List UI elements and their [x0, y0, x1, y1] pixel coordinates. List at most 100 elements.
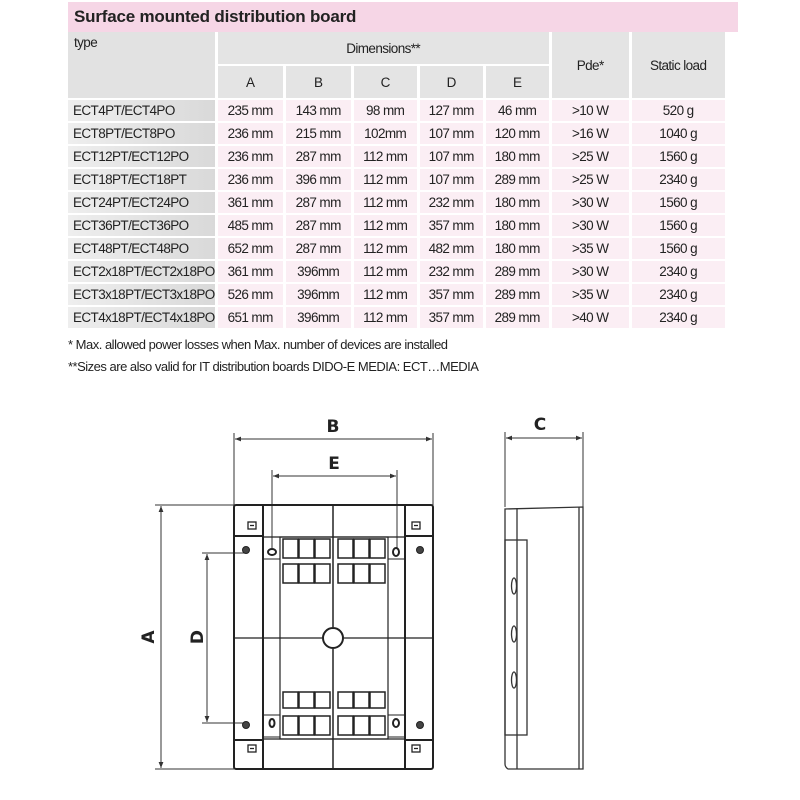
module-slot	[282, 538, 299, 559]
value-cell: 1560 g	[630, 237, 728, 261]
value-cell: 287 mm	[284, 191, 354, 215]
module-slot	[298, 538, 315, 559]
module-slot	[314, 538, 331, 559]
module-slot	[369, 563, 386, 584]
type-cell: ECT2x18PT/ECT2x18PO	[68, 260, 218, 284]
value-cell: 180 mm	[484, 214, 552, 238]
value-cell: 112 mm	[352, 191, 420, 215]
value-cell: 396mm	[284, 283, 354, 307]
value-cell: 482 mm	[418, 237, 486, 261]
table-row: ECT12PT/ECT12PO 236 mm 287 mm 112 mm 107 mm 1…	[68, 145, 728, 169]
table-row: ECT2x18PT/ECT2x18PO 361 mm 396mm 112 mm 232 …	[68, 260, 728, 284]
board-front-view	[233, 504, 434, 770]
value-cell: 289 mm	[484, 306, 552, 330]
mounting-hole-icon	[242, 721, 250, 729]
value-cell: 232 mm	[418, 260, 486, 284]
value-cell: >35 W	[550, 237, 632, 261]
value-cell: 520 g	[630, 99, 728, 123]
value-cell: 396 mm	[284, 168, 354, 192]
pde-header: Pde*	[550, 32, 632, 100]
value-cell: 236 mm	[216, 168, 286, 192]
value-cell: >16 W	[550, 122, 632, 146]
screw-cover-icon	[247, 521, 257, 530]
value-cell: 287 mm	[284, 214, 354, 238]
value-cell: 361 mm	[216, 260, 286, 284]
footnote-pde: * Max. allowed power losses when Max. nu…	[68, 337, 448, 352]
type-cell: ECT48PT/ECT48PO	[68, 237, 218, 261]
label-a: A	[139, 630, 159, 644]
module-slot	[353, 691, 370, 709]
table-title: Surface mounted distribution board	[68, 2, 738, 32]
module-slot	[369, 715, 386, 736]
value-cell: >30 W	[550, 214, 632, 238]
type-cell: ECT12PT/ECT12PO	[68, 145, 218, 169]
module-slot	[337, 563, 354, 584]
value-cell: 98 mm	[352, 99, 420, 123]
value-cell: 357 mm	[418, 214, 486, 238]
dimension-c-header: C	[352, 65, 420, 100]
value-cell: 180 mm	[484, 145, 552, 169]
slot-hole-icon	[267, 548, 277, 556]
table-row: ECT4PT/ECT4PO 235 mm 143 mm 98 mm 127 mm 46 m…	[68, 99, 728, 123]
module-slot	[353, 538, 370, 559]
module-slot	[314, 563, 331, 584]
table-row: ECT4x18PT/ECT4x18PO 651 mm 396mm 112 mm 357 …	[68, 306, 728, 330]
footnote-dimensions: **Sizes are also valid for IT distributi…	[68, 359, 479, 374]
module-slot	[282, 691, 299, 709]
slot-hole-icon	[268, 718, 276, 728]
dimension-a-header: A	[216, 65, 286, 100]
value-cell: 361 mm	[216, 191, 286, 215]
value-cell: 180 mm	[484, 191, 552, 215]
value-cell: 357 mm	[418, 306, 486, 330]
module-slot	[282, 563, 299, 584]
label-d: D	[188, 630, 208, 644]
value-cell: 289 mm	[484, 168, 552, 192]
static-load-header: Static load	[630, 32, 728, 100]
value-cell: 112 mm	[352, 306, 420, 330]
screw-cover-icon	[411, 744, 421, 753]
value-cell: 46 mm	[484, 99, 552, 123]
value-cell: 102mm	[352, 122, 420, 146]
type-cell: ECT8PT/ECT8PO	[68, 122, 218, 146]
value-cell: 2340 g	[630, 306, 728, 330]
table-row: ECT3x18PT/ECT3x18PO 526 mm 396mm 112 mm 357 …	[68, 283, 728, 307]
module-slot	[337, 538, 354, 559]
value-cell: 1560 g	[630, 214, 728, 238]
value-cell: >25 W	[550, 145, 632, 169]
slot-hole-icon	[392, 547, 400, 557]
module-slot	[369, 691, 386, 709]
value-cell: 235 mm	[216, 99, 286, 123]
table-row: ECT48PT/ECT48PO 652 mm 287 mm 112 mm 482 mm 1…	[68, 237, 728, 261]
value-cell: >30 W	[550, 260, 632, 284]
table-row: ECT36PT/ECT36PO 485 mm 287 mm 112 mm 357 mm 1…	[68, 214, 728, 238]
mounting-hole-icon	[416, 721, 424, 729]
type-cell: ECT24PT/ECT24PO	[68, 191, 218, 215]
value-cell: 2340 g	[630, 260, 728, 284]
module-slot	[298, 715, 315, 736]
value-cell: 112 mm	[352, 214, 420, 238]
value-cell: 112 mm	[352, 283, 420, 307]
value-cell: 232 mm	[418, 191, 486, 215]
dimensions-header: Dimensions**	[216, 32, 552, 66]
board-side-view	[504, 506, 584, 770]
value-cell: 396mm	[284, 260, 354, 284]
value-cell: 289 mm	[484, 283, 552, 307]
label-c: C	[534, 415, 546, 435]
mounting-hole-icon	[242, 546, 250, 554]
value-cell: 287 mm	[284, 237, 354, 261]
value-cell: 526 mm	[216, 283, 286, 307]
label-b: B	[327, 417, 340, 437]
value-cell: 112 mm	[352, 168, 420, 192]
table-row: ECT8PT/ECT8PO 236 mm 215 mm 102mm 107 mm 120 …	[68, 122, 728, 146]
module-slot	[353, 563, 370, 584]
type-cell: ECT4PT/ECT4PO	[68, 99, 218, 123]
value-cell: 2340 g	[630, 168, 728, 192]
value-cell: 1560 g	[630, 191, 728, 215]
value-cell: 107 mm	[418, 122, 486, 146]
value-cell: 396mm	[284, 306, 354, 330]
value-cell: 120 mm	[484, 122, 552, 146]
module-slot	[314, 715, 331, 736]
table-row: ECT18PT/ECT18PT 236 mm 396 mm 112 mm 107 mm 2…	[68, 168, 728, 192]
slot-hole-icon	[392, 718, 400, 728]
